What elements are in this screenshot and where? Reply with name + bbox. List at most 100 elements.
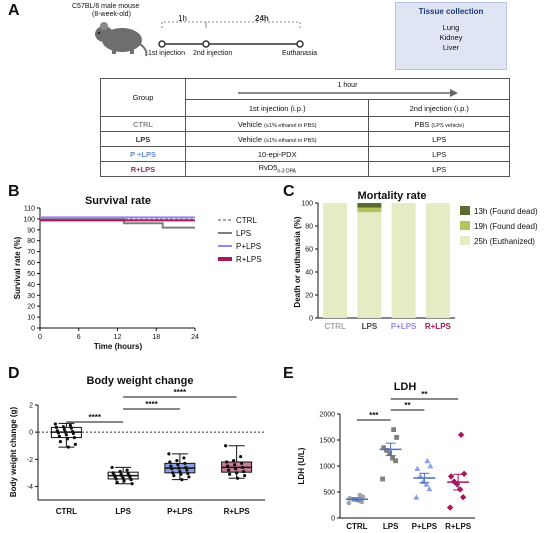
data-point bbox=[242, 469, 246, 474]
data-point bbox=[69, 426, 73, 430]
y-tick-label: 0 bbox=[31, 326, 35, 333]
y-tick-label: 0 bbox=[331, 516, 335, 523]
legend-label: CTRL bbox=[236, 216, 257, 225]
data-point bbox=[66, 445, 70, 449]
data-point bbox=[380, 476, 386, 482]
y-tick-label: 20 bbox=[305, 293, 313, 300]
data-point bbox=[232, 459, 236, 463]
significance-label: **** bbox=[174, 388, 187, 397]
chart-title: Survival rate bbox=[85, 195, 151, 207]
x-tick-label: 0 bbox=[38, 334, 42, 341]
tissue-liver: Liver bbox=[442, 43, 460, 52]
data-point bbox=[185, 468, 189, 472]
data-point bbox=[176, 463, 180, 467]
y-tick-label: 90 bbox=[27, 227, 35, 234]
y-tick-label: 40 bbox=[305, 270, 313, 277]
data-point bbox=[175, 459, 179, 463]
data-point bbox=[168, 460, 172, 464]
panel-letter-e: E bbox=[283, 365, 294, 382]
data-point bbox=[65, 437, 69, 441]
data-point bbox=[357, 492, 363, 498]
legend-label: LPS bbox=[236, 229, 251, 238]
significance-label: **** bbox=[89, 413, 102, 422]
y-tick-label: 0 bbox=[29, 430, 33, 437]
data-point bbox=[423, 481, 430, 487]
tissue-title: Tissue collection bbox=[418, 7, 484, 16]
y-tick-label: 60 bbox=[305, 247, 313, 254]
data-point bbox=[460, 470, 468, 477]
data-point bbox=[227, 468, 231, 472]
panel-letter-d: D bbox=[8, 365, 20, 382]
data-point bbox=[233, 463, 237, 467]
legend-label: 25h (Euthanized) bbox=[474, 237, 535, 246]
legend-swatch bbox=[460, 236, 470, 245]
data-point bbox=[427, 463, 434, 469]
data-point bbox=[384, 448, 390, 453]
legend-swatch bbox=[460, 206, 470, 215]
significance-label: **** bbox=[145, 400, 158, 409]
data-point bbox=[58, 440, 62, 444]
bar-segment bbox=[391, 203, 416, 318]
data-point bbox=[179, 472, 183, 476]
chart-title: LDH bbox=[394, 381, 417, 393]
mouse-label-2: (8-week-old) bbox=[92, 11, 131, 18]
y-tick-label: 100 bbox=[301, 201, 313, 208]
data-point bbox=[125, 468, 129, 472]
data-point bbox=[56, 431, 60, 435]
data-point bbox=[424, 457, 431, 464]
data-point bbox=[180, 478, 184, 482]
step-euthanasia: Euthanasia bbox=[282, 50, 318, 57]
x-tick-label: R+LPS bbox=[425, 322, 452, 331]
time-24h: 24h bbox=[255, 14, 269, 23]
data-point bbox=[171, 471, 175, 475]
x-tick-label: 24 bbox=[191, 334, 199, 341]
x-tick-label: CTRL bbox=[324, 322, 345, 331]
x-axis-label: Time (hours) bbox=[94, 342, 143, 351]
y-tick-label: -4 bbox=[27, 484, 33, 491]
data-point bbox=[53, 422, 57, 426]
data-point bbox=[170, 467, 174, 471]
y-tick-label: 20 bbox=[27, 304, 35, 311]
data-point bbox=[169, 464, 173, 468]
y-tick-label: 80 bbox=[27, 238, 35, 245]
inj2-cell: LPS bbox=[368, 161, 510, 177]
data-point bbox=[122, 479, 126, 483]
data-point bbox=[110, 465, 114, 470]
data-point bbox=[414, 465, 421, 471]
x-tick-label: 18 bbox=[152, 334, 160, 341]
y-axis-label: LDH (U/L) bbox=[297, 447, 306, 484]
y-tick-label: 2000 bbox=[319, 412, 335, 419]
x-tick-label: CTRL bbox=[346, 522, 367, 531]
data-point bbox=[459, 494, 467, 501]
data-point bbox=[243, 473, 247, 478]
data-point bbox=[226, 464, 230, 468]
data-point bbox=[413, 494, 420, 500]
chart-title: Body weight change bbox=[87, 375, 194, 387]
data-point bbox=[183, 461, 187, 465]
data-point bbox=[178, 469, 182, 474]
data-point bbox=[394, 435, 400, 440]
data-point bbox=[235, 471, 239, 475]
x-tick-label: P+LPS bbox=[391, 322, 417, 331]
step-1st-injection: 1st injection bbox=[148, 50, 185, 57]
y-tick-label: 0 bbox=[309, 316, 313, 323]
data-point bbox=[236, 476, 240, 480]
panel-letter-b: B bbox=[8, 183, 20, 200]
table-row: P +LPS 10-epi-PDX LPS bbox=[100, 146, 510, 162]
data-point bbox=[186, 471, 190, 476]
data-point bbox=[62, 427, 66, 432]
data-point bbox=[187, 475, 191, 479]
group-header: Group bbox=[100, 78, 186, 117]
data-point bbox=[73, 442, 77, 446]
mouse-icon bbox=[95, 22, 148, 57]
x-tick-label: LPS bbox=[115, 507, 131, 516]
bar-segment bbox=[425, 203, 450, 318]
treatment-table: Group 1 hour 1st injection (i.p.) 2nd in… bbox=[100, 78, 510, 177]
y-axis-label: Death or euthanasia (%) bbox=[293, 216, 302, 307]
table-row: CTRL Vehicle (≤1% ethanol in PBS) PBS (L… bbox=[100, 116, 510, 132]
data-point bbox=[63, 430, 67, 434]
data-point bbox=[234, 467, 238, 471]
right-arrow-icon bbox=[237, 88, 458, 97]
bar-segment bbox=[323, 203, 348, 318]
